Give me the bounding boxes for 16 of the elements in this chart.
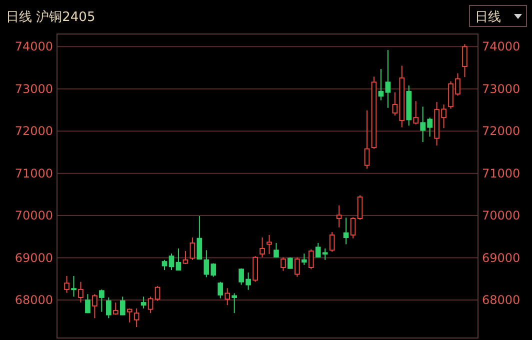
ytick: 72000 <box>14 124 53 138</box>
dropdown: 日线 <box>469 5 527 27</box>
y2tick: 74000 <box>482 40 520 54</box>
y2tick: 71000 <box>482 166 520 180</box>
y2tick: 68000 <box>482 293 520 307</box>
y2tick: 70000 <box>482 208 520 223</box>
ytick: 70000 <box>14 208 53 223</box>
ytick: 73000 <box>14 82 53 96</box>
y2tick: 69000 <box>482 250 520 265</box>
ytick: 69000 <box>14 250 53 265</box>
y2tick: 72000 <box>482 124 520 138</box>
y2tick: 73000 <box>482 82 520 96</box>
ytick: 74000 <box>14 40 53 54</box>
ytick: 71000 <box>14 166 53 180</box>
title: 日线 沪铜2405 <box>6 10 96 25</box>
ytick: 68000 <box>14 293 53 307</box>
